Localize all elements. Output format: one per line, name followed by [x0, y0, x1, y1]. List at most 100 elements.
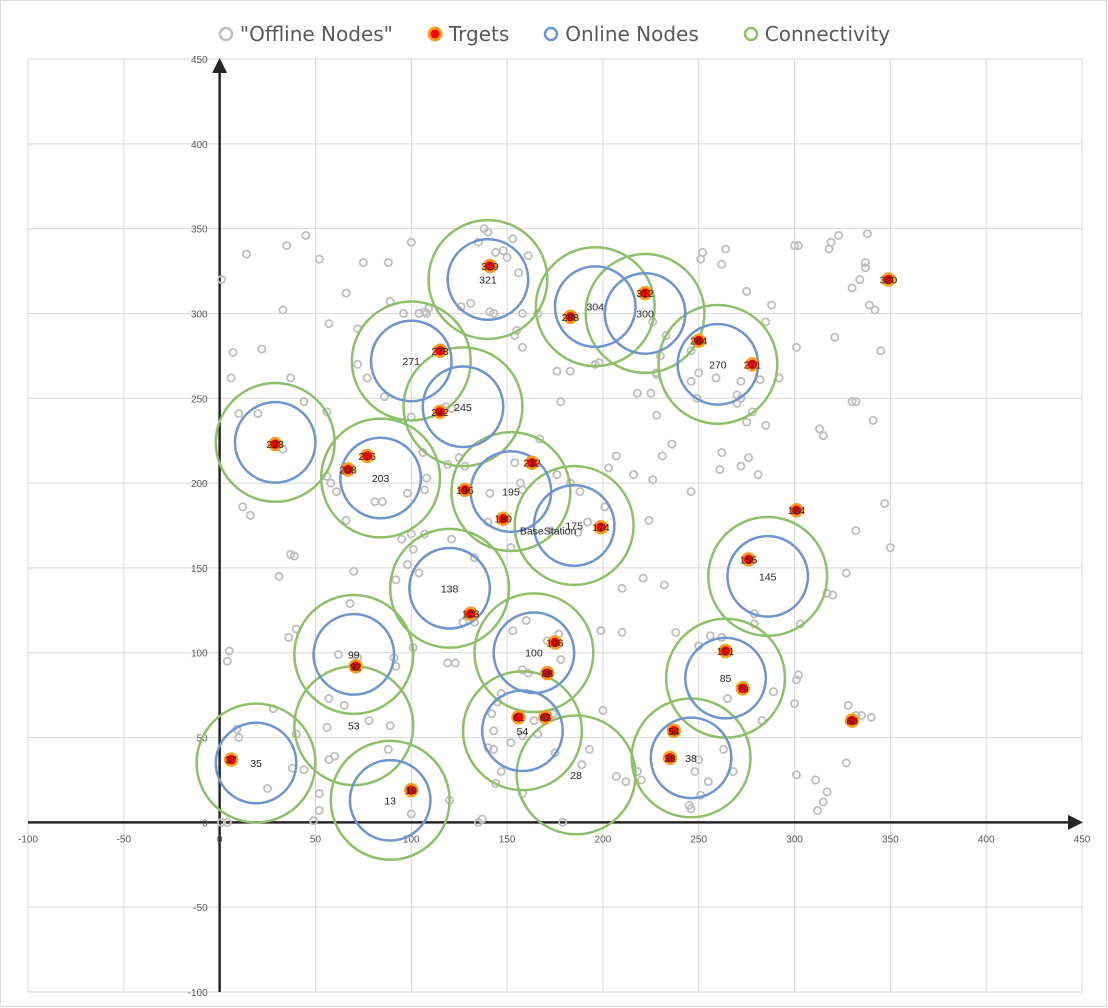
target-marker	[563, 309, 578, 325]
offline-node	[768, 687, 778, 697]
offline-node	[870, 305, 880, 315]
target-marker	[267, 436, 283, 452]
offline-node	[558, 817, 568, 827]
offline-node	[636, 775, 646, 785]
target-label: 92	[350, 661, 362, 673]
offline-node	[489, 726, 499, 736]
offline-node	[529, 716, 539, 726]
online-node-ring	[684, 636, 768, 720]
online-node-ring	[553, 265, 637, 349]
online-node-label: 85	[720, 673, 732, 685]
offline-node	[834, 230, 844, 240]
offline-node	[584, 744, 594, 754]
offline-node	[885, 543, 895, 553]
target-label: 106	[546, 638, 564, 650]
offline-node	[483, 227, 493, 237]
offline-node	[648, 475, 658, 485]
offline-node	[621, 777, 631, 787]
offline-node	[358, 258, 368, 268]
offline-node	[705, 631, 715, 641]
targets	[223, 258, 896, 798]
target-marker	[404, 782, 419, 798]
offline-node	[379, 392, 389, 402]
offline-node	[686, 804, 696, 814]
offline-node	[686, 376, 696, 386]
target-marker	[593, 519, 609, 535]
target-marker	[718, 643, 733, 659]
x-tick-label: 0	[217, 834, 223, 845]
offline-node	[818, 431, 828, 441]
target-label: 216	[358, 451, 376, 463]
offline-node	[667, 439, 677, 449]
offline-node	[841, 758, 851, 768]
online-node-label: 321	[479, 275, 497, 287]
offline-node	[860, 263, 870, 273]
online-node-ring	[421, 365, 505, 449]
offline-node	[222, 656, 232, 666]
online-node-label: 28	[570, 770, 582, 782]
offline-node	[489, 308, 499, 318]
x-tick-label: -100	[18, 834, 38, 845]
offline-node	[638, 573, 648, 583]
offline-node	[314, 254, 324, 264]
target-label: 38	[664, 753, 676, 765]
offline-node	[447, 534, 457, 544]
target-label: 184	[788, 505, 806, 517]
offline-node	[847, 397, 857, 407]
offline-node	[552, 366, 562, 376]
online-node-ring	[649, 716, 733, 800]
offline-node	[263, 783, 273, 793]
offline-node	[793, 670, 803, 680]
legend-target-marker-icon	[427, 26, 443, 42]
offline-node	[611, 451, 621, 461]
offline-node	[234, 733, 244, 743]
online-node-ring	[726, 534, 810, 618]
target-marker	[340, 462, 356, 477]
x-tick-label: 300	[786, 834, 803, 845]
target-marker	[691, 333, 706, 348]
target-label: 155	[740, 554, 758, 566]
online-node-ring	[369, 319, 453, 403]
legend-targets-label: Trgets	[448, 22, 510, 46]
offline-node	[814, 424, 824, 434]
offline-node	[793, 241, 803, 251]
offline-node	[721, 244, 731, 254]
target-marker	[844, 713, 860, 728]
online-node-label: 245	[454, 402, 472, 414]
offline-node	[767, 300, 777, 310]
target-marker	[524, 455, 540, 470]
target-label: 60	[846, 716, 858, 728]
y-tick-label: 450	[191, 55, 208, 66]
online-node-ring	[480, 689, 564, 773]
legend-offline-marker-icon	[218, 26, 234, 42]
offline-node	[600, 502, 610, 512]
target-marker	[511, 709, 526, 725]
y-tick-label: 250	[191, 394, 208, 405]
offline-node	[330, 751, 340, 761]
target-label: 88	[541, 668, 553, 680]
online-node-label: 304	[586, 302, 604, 314]
offline-node	[222, 817, 232, 827]
offline-node	[694, 755, 704, 765]
target-label: 19	[405, 785, 417, 797]
connectivity-ring	[319, 417, 442, 539]
offline-node	[274, 571, 284, 581]
offline-node	[406, 529, 416, 539]
target-label: 180	[494, 514, 512, 526]
offline-node	[470, 553, 480, 563]
online-node-ring	[532, 484, 616, 567]
offline-node	[686, 487, 696, 497]
offline-node	[855, 275, 865, 285]
offline-node	[876, 346, 886, 356]
offline-node	[502, 252, 512, 262]
offline-node	[659, 580, 669, 590]
target-marker	[881, 272, 896, 287]
offline-node	[692, 393, 702, 403]
offline-node	[866, 712, 876, 722]
offline-node	[556, 655, 566, 665]
offline-node	[813, 805, 823, 815]
connectivity-ring	[214, 381, 336, 504]
offline-node	[234, 409, 244, 419]
offline-node	[517, 308, 527, 318]
offline-node	[577, 760, 587, 770]
